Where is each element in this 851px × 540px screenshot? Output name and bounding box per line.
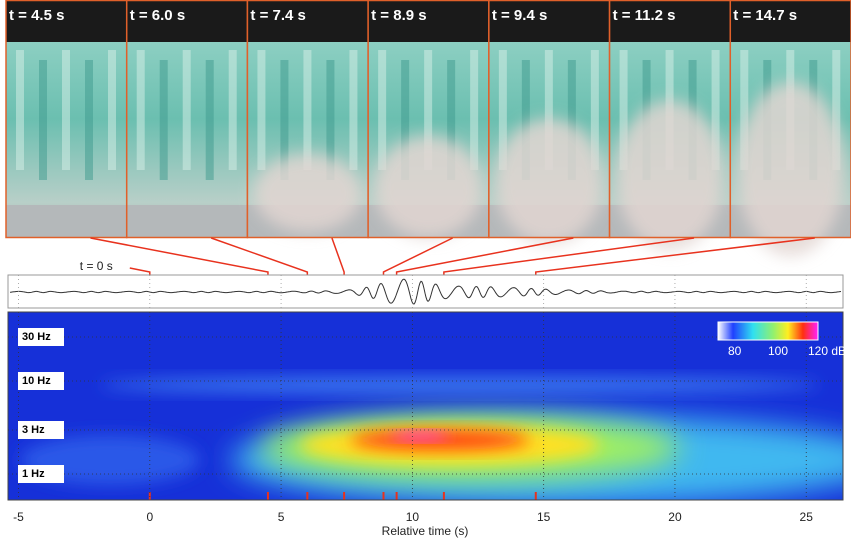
frame-label: t = 7.4 s	[250, 7, 305, 24]
colorbar	[717, 321, 819, 341]
x-tick-label: 10	[406, 510, 420, 524]
frame-label: t = 4.5 s	[9, 7, 64, 24]
energy	[100, 377, 820, 393]
ice-column	[108, 50, 116, 170]
freq-label: 1 Hz	[22, 468, 45, 480]
ice-column	[619, 50, 628, 170]
sky	[126, 0, 248, 42]
ice-column	[62, 50, 70, 170]
colorbar-label: 100	[768, 344, 788, 358]
frame-label: t = 9.4 s	[492, 7, 547, 24]
ice-column	[567, 60, 576, 180]
colorbar-label: 120 dB	[808, 344, 846, 358]
ice-cloud	[253, 154, 363, 232]
energy	[350, 430, 530, 450]
ice-column	[16, 50, 24, 170]
axes-frame	[7, 311, 844, 501]
freq-label: 10 Hz	[22, 375, 51, 387]
frame-label: t = 8.9 s	[371, 7, 426, 24]
ice-column	[182, 50, 191, 170]
sky	[368, 0, 489, 42]
water	[126, 205, 248, 238]
x-tick-label: 20	[668, 510, 682, 524]
ice-cloud	[374, 136, 483, 238]
ice-column	[280, 60, 289, 180]
water	[6, 205, 127, 238]
ice-column	[498, 50, 507, 170]
ice-column	[832, 50, 841, 170]
ice-column	[326, 60, 335, 180]
ice-column	[39, 60, 47, 180]
waveform	[9, 278, 842, 305]
freq-label: 3 Hz	[22, 424, 45, 436]
x-tick-label: 0	[146, 510, 153, 524]
frame-label: t = 14.7 s	[733, 7, 797, 24]
ice-column	[544, 50, 553, 170]
sky	[488, 0, 610, 42]
photo-strip: t = 4.5 s t = 6.0 s t = 7.4 s t = 8.9 s t = …	[5, 0, 851, 256]
ice-column	[257, 50, 266, 170]
ice-cloud	[736, 82, 845, 256]
x-tick-label: 5	[278, 510, 285, 524]
sky	[247, 0, 369, 42]
ice-cloud	[494, 118, 604, 244]
freq-label-bg	[18, 328, 64, 346]
sky	[730, 0, 851, 42]
frame-label: t = 11.2 s	[613, 7, 676, 24]
x-tick-label: 25	[800, 510, 814, 524]
ice-column	[205, 60, 214, 180]
ice-column	[447, 60, 456, 180]
ice-column	[740, 50, 749, 170]
ice-column	[378, 50, 387, 170]
energy	[20, 435, 200, 485]
x-tick-label: 15	[537, 510, 551, 524]
sky	[609, 0, 731, 42]
ice-column	[349, 50, 358, 170]
x-tick-label: -5	[13, 510, 24, 524]
ice-column	[711, 50, 720, 170]
ice-column	[521, 60, 530, 180]
freq-label-bg	[18, 421, 64, 439]
ice-column	[424, 50, 433, 170]
spectrogram	[8, 312, 843, 500]
ice-column	[159, 60, 168, 180]
ice-column	[590, 50, 599, 170]
origin-label: t = 0 s	[80, 259, 113, 273]
spectrogram-overlay: -5 0 5 10 15 20 25 30 Hz 10 Hz 3 Hz 1 Hz 80 100 120 d…	[7, 275, 846, 524]
x-axis-label: Relative time (s)	[382, 524, 469, 538]
freq-label-bg	[18, 372, 64, 390]
sky	[6, 0, 127, 42]
ice-column	[136, 50, 145, 170]
ice-column	[401, 60, 410, 180]
ice-column	[303, 50, 312, 170]
frame-label: t = 6.0 s	[130, 7, 185, 24]
ice-column	[85, 60, 93, 180]
freq-label: 30 Hz	[22, 331, 51, 343]
freq-label-bg	[18, 465, 64, 483]
colorbar-label: 80	[728, 344, 742, 358]
ice-cloud	[615, 100, 725, 250]
ice-column	[470, 50, 479, 170]
ice-column	[228, 50, 237, 170]
energy	[390, 432, 450, 440]
